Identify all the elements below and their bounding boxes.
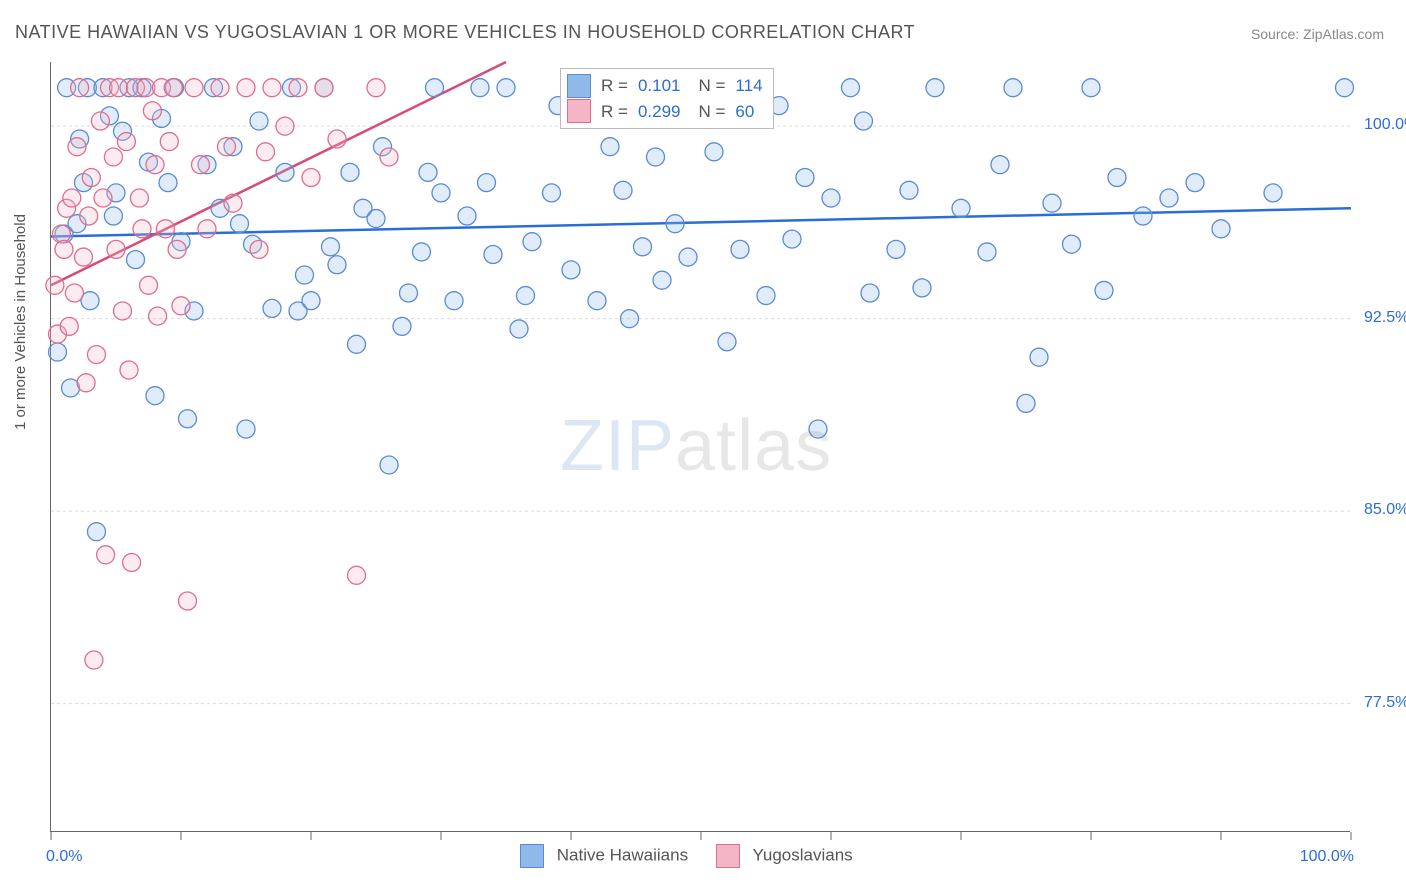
y-axis-label: 1 or more Vehicles in Household — [12, 214, 29, 430]
source-attribution: Source: ZipAtlas.com — [1251, 26, 1384, 42]
series-legend: Native Hawaiians Yugoslavians — [520, 844, 853, 868]
legend-item: Native Hawaiians — [520, 844, 688, 868]
plot-area — [50, 62, 1350, 832]
y-tick-label: 100.0% — [1364, 116, 1406, 134]
stats-legend: R = 0.101 N = 114 R = 0.299 N = 60 — [560, 68, 774, 129]
x-tick-0: 0.0% — [46, 848, 82, 866]
legend-label: Native Hawaiians — [557, 845, 688, 864]
y-tick-label: 77.5% — [1364, 694, 1406, 712]
n-value: 114 — [735, 73, 762, 99]
x-tick-100: 100.0% — [1300, 848, 1354, 866]
legend-swatch-icon — [520, 844, 544, 868]
legend-item: Yugoslavians — [716, 844, 853, 868]
r-label: R = — [601, 73, 628, 99]
legend-swatch-icon — [716, 844, 740, 868]
y-tick-label: 85.0% — [1364, 501, 1406, 519]
chart-title: NATIVE HAWAIIAN VS YUGOSLAVIAN 1 OR MORE… — [15, 22, 915, 43]
stats-row: R = 0.101 N = 114 — [567, 73, 763, 99]
scatter-svg — [51, 62, 1351, 832]
n-label: N = — [698, 99, 725, 125]
n-label: N = — [698, 73, 725, 99]
n-value: 60 — [735, 99, 754, 125]
legend-label: Yugoslavians — [753, 845, 853, 864]
legend-swatch-icon — [567, 99, 591, 123]
legend-swatch-icon — [567, 74, 591, 98]
stats-row: R = 0.299 N = 60 — [567, 99, 763, 125]
r-value: 0.299 — [638, 99, 681, 125]
r-label: R = — [601, 99, 628, 125]
chart-container: NATIVE HAWAIIAN VS YUGOSLAVIAN 1 OR MORE… — [0, 0, 1406, 892]
r-value: 0.101 — [638, 73, 681, 99]
y-tick-label: 92.5% — [1364, 309, 1406, 327]
